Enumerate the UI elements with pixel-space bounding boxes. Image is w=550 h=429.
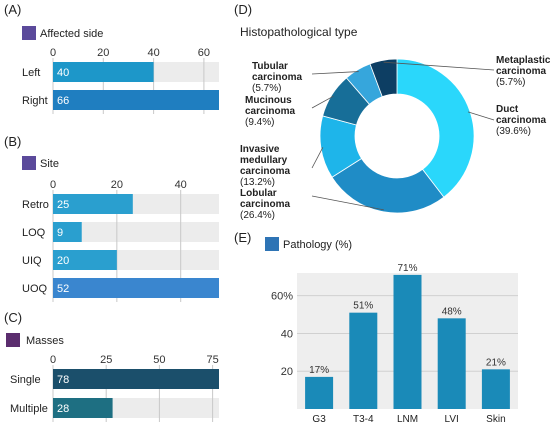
legend-swatch-pathology (265, 237, 279, 251)
x-tick-label: 60 (198, 47, 210, 59)
slice-percent-label: (39.6%) (496, 126, 531, 137)
chart-site: 0 20 40 25 Retro 9 LOQ 20 UIQ 52 UOQ (22, 179, 219, 302)
slice-percent-label: (9.4%) (245, 117, 274, 128)
slice-metaplastic-carcinoma (369, 58, 398, 98)
bar-value-label: 48% (442, 306, 462, 317)
y-tick-label: 60% (271, 291, 293, 303)
legend-site: Site (40, 158, 59, 170)
legend-swatch-site (22, 156, 36, 170)
category-label: Right (22, 95, 48, 107)
category-label: UIQ (22, 255, 42, 267)
bar-value-label: 17% (309, 365, 329, 376)
slice-label: Lobular carcinoma (240, 188, 290, 210)
panel-label-e: (E) (234, 230, 251, 245)
chart-affected-side: 0 20 40 60 40 Left 66 Right (22, 47, 219, 114)
y-tick-label: 20 (281, 366, 293, 378)
slice-percent-label: (26.4%) (240, 210, 275, 221)
category-label: UOQ (22, 283, 48, 295)
bar-loq (53, 222, 82, 242)
leader-line (383, 61, 495, 71)
chart-masses: 0 25 50 75 78 Single 28 Multiple (10, 354, 219, 422)
x-tick-label: 0 (50, 47, 56, 59)
bar-right (53, 90, 219, 110)
category-label: Multiple (10, 403, 48, 415)
bar-value-label: 25 (57, 199, 69, 211)
bar-value-label: 52 (57, 283, 69, 295)
bar-single (53, 369, 219, 389)
slice-label: Metaplastic carcinoma (496, 55, 550, 77)
chart-histopathological-type: Duct carcinoma(39.6%) Lobular carcinoma(26.… (240, 55, 550, 221)
slice-percent-label: (13.2%) (240, 177, 275, 188)
slice-label: Tubular carcinoma (252, 61, 302, 83)
bar-track-loq (53, 222, 219, 242)
x-tick-label: 0 (50, 354, 56, 366)
slice-duct-carcinoma (396, 58, 475, 198)
bar-lnm (393, 274, 422, 409)
category-label: LNM (397, 414, 418, 425)
x-tick-label: 40 (175, 179, 187, 191)
bar-value-label: 71% (397, 263, 417, 274)
donut-title: Histopathological type (240, 25, 358, 39)
slice-label: Duct carcinoma (496, 104, 546, 126)
panel-label-b: (B) (4, 134, 21, 149)
leader-line (311, 95, 334, 109)
bar-value-label: 21% (486, 357, 506, 368)
x-tick-label: 0 (50, 179, 56, 191)
bar-value-label: 51% (353, 301, 373, 312)
chart-pathology: 20 40 60% 17% G3 51% T3-4 71% LNM 48% LVI 21% Skin (271, 263, 518, 425)
panel-label-a: (A) (4, 2, 21, 17)
bar-skin (481, 369, 510, 409)
bar-left (53, 62, 154, 82)
x-tick-label: 75 (206, 354, 218, 366)
bar-value-label: 66 (57, 95, 69, 107)
bar-g3 (305, 376, 334, 409)
legend-affected-side: Affected side (40, 28, 103, 40)
category-label: LOQ (22, 227, 46, 239)
slice-percent-label: (5.7%) (496, 77, 525, 88)
slice-percent-label: (5.7%) (252, 83, 281, 94)
bar-retro (53, 194, 133, 214)
category-label: Retro (22, 199, 49, 211)
bar-value-label: 78 (57, 374, 69, 386)
bar-value-label: 40 (57, 67, 69, 79)
slice-lobular-carcinoma (331, 157, 445, 214)
leader-line (311, 195, 384, 211)
x-tick-label: 50 (153, 354, 165, 366)
leader-line (467, 111, 495, 121)
x-tick-label: 40 (147, 47, 159, 59)
category-label: LVI (445, 414, 459, 425)
x-tick-label: 25 (100, 354, 112, 366)
category-label: Single (10, 374, 41, 386)
category-label: Left (22, 67, 40, 79)
legend-masses: Masses (26, 335, 64, 347)
x-tick-label: 20 (111, 179, 123, 191)
y-tick-label: 40 (281, 328, 293, 340)
panel-label-d: (D) (234, 2, 252, 17)
category-label: G3 (312, 414, 326, 425)
bar-value-label: 28 (57, 403, 69, 415)
panel-label-c: (C) (4, 310, 22, 325)
legend-pathology: Pathology (%) (283, 239, 352, 251)
bar-value-label: 20 (57, 255, 69, 267)
leader-line (311, 71, 359, 75)
slice-label: Invasive medullary carcinoma (240, 144, 290, 177)
legend-swatch-masses (6, 333, 20, 347)
slice-label: Mucinous carcinoma (245, 95, 295, 117)
bar-uiq (53, 250, 117, 270)
leader-line (311, 147, 324, 169)
bar-t3-4 (349, 312, 378, 409)
bar-uoq (53, 278, 219, 298)
x-tick-label: 20 (97, 47, 109, 59)
bar-value-label: 9 (57, 227, 63, 239)
legend-swatch-affected-side (22, 26, 36, 40)
bar-multiple (53, 398, 113, 418)
bar-lvi (437, 318, 466, 409)
category-label: T3-4 (353, 414, 374, 425)
category-label: Skin (486, 414, 505, 425)
